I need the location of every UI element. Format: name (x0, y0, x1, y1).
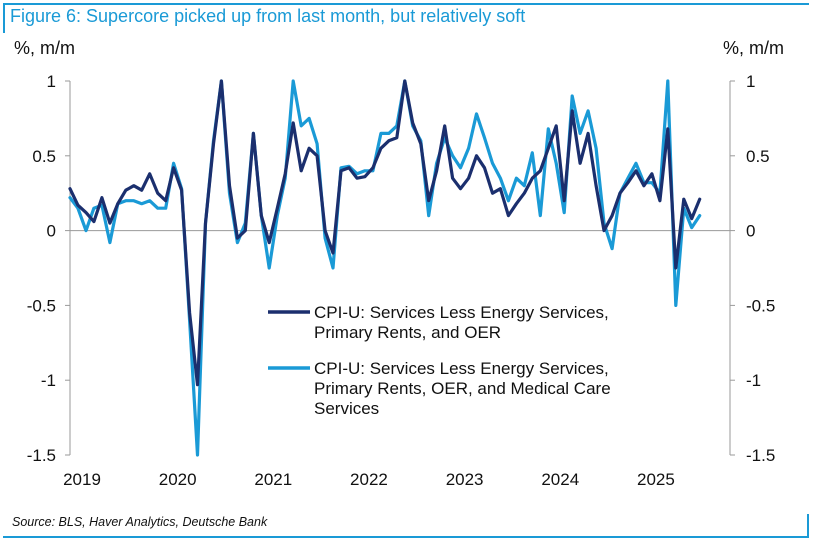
legend-label: CPI-U: Services Less Energy Services, (314, 303, 609, 322)
series-line-supercore-ex-medical (68, 79, 702, 457)
x-tick-label: 2024 (541, 470, 579, 489)
source-frame (3, 514, 809, 538)
right-axis-unit-label: %, m/m (723, 38, 784, 58)
right-y-tick-label: 1 (746, 72, 755, 91)
left-y-tick-label: -1.5 (27, 446, 56, 465)
right-y-tick-label: 0 (746, 222, 755, 241)
right-y-tick-label: -1.5 (746, 446, 775, 465)
x-tick-label: 2025 (637, 470, 675, 489)
x-tick-label: 2022 (350, 470, 388, 489)
legend-label: Primary Rents, OER, and Medical Care (314, 379, 611, 398)
series-line-supercore-ex-rents (68, 79, 702, 387)
legend-label: Primary Rents, and OER (314, 323, 501, 342)
chart-title: Figure 6: Supercore picked up from last … (10, 6, 526, 26)
left-y-tick-label: -0.5 (27, 296, 56, 315)
legend-label: CPI-U: Services Less Energy Services, (314, 359, 609, 378)
legend-label: Services (314, 399, 379, 418)
left-y-tick-label: 0 (47, 222, 56, 241)
right-y-tick-label: -0.5 (746, 296, 775, 315)
x-tick-label: 2023 (446, 470, 484, 489)
right-y-tick-label: -1 (746, 371, 761, 390)
left-y-tick-label: -1 (41, 371, 56, 390)
x-tick-label: 2020 (159, 470, 197, 489)
left-y-tick-label: 1 (47, 72, 56, 91)
x-tick-label: 2019 (63, 470, 101, 489)
right-y-tick-label: 0.5 (746, 147, 770, 166)
left-y-tick-label: 0.5 (32, 147, 56, 166)
title-frame (3, 3, 809, 33)
source-note: Source: BLS, Haver Analytics, Deutsche B… (12, 515, 268, 529)
x-tick-label: 2021 (254, 470, 292, 489)
left-axis-unit-label: %, m/m (14, 38, 75, 58)
